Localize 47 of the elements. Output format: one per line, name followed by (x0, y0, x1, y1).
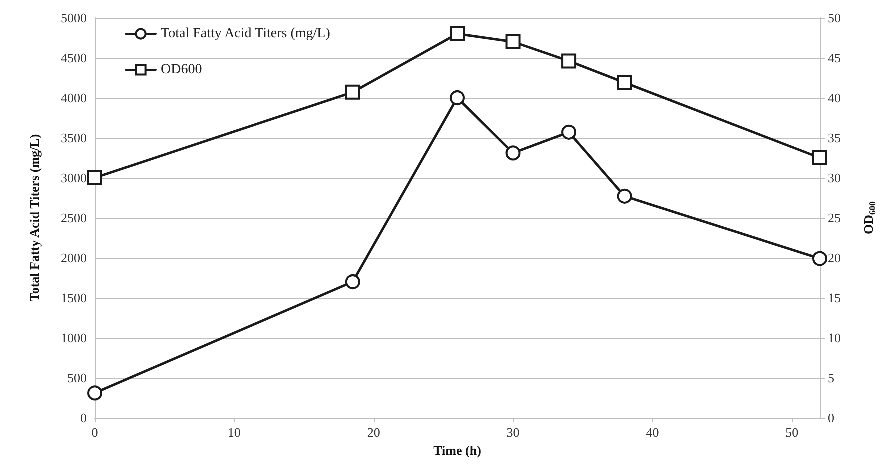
point (617, 75, 632, 90)
point (450, 26, 465, 42)
point (812, 251, 828, 266)
x-tick-label: 10 (228, 425, 241, 440)
y-tick-label: 0 (80, 410, 87, 426)
y2-tick-label: 20 (828, 250, 841, 266)
point (506, 34, 521, 50)
y2-tick-label: 35 (828, 130, 841, 146)
x-tick-label: 30 (506, 425, 520, 440)
y-axis-title: Total Fatty Acid Titers (mg/L) (27, 134, 42, 302)
y2-tick-label: 15 (828, 290, 841, 306)
y-tick-label: 5000 (61, 10, 87, 26)
point (88, 386, 102, 401)
point (562, 54, 577, 69)
x-axis-title: Time (h) (434, 443, 482, 458)
x-tick-label: 40 (646, 425, 660, 440)
y2-tick-label: 0 (828, 410, 834, 426)
x-tick-label: 0 (92, 425, 98, 440)
point (812, 150, 828, 166)
point (345, 274, 360, 290)
x-tick-label: 20 (367, 425, 380, 440)
x-tick-label: 50 (786, 425, 799, 440)
y2-axis-title: OD600 (861, 201, 878, 234)
y-tick-label: 4000 (61, 90, 87, 106)
y-tick-label: 1000 (61, 330, 87, 346)
legend-label: Total Fatty Acid Titers (mg/L) (161, 26, 331, 42)
legend-label: OD600 (161, 62, 202, 78)
point (506, 146, 521, 161)
point (562, 124, 577, 140)
point (450, 90, 465, 106)
point (345, 84, 360, 100)
y-tick-label: 2500 (61, 210, 87, 226)
y2-tick-label: 30 (828, 170, 841, 186)
y-tick-label: 1500 (61, 290, 87, 306)
y2-tick-label: 25 (828, 210, 841, 226)
y-tick-label: 500 (68, 370, 87, 386)
point (617, 188, 632, 204)
y2-tick-label: 50 (828, 10, 841, 26)
y2-tick-label: 45 (828, 50, 841, 66)
y-tick-label: 2000 (61, 250, 87, 266)
y-tick-label: 3500 (61, 130, 87, 146)
y2-tick-label: 40 (828, 90, 841, 106)
y2-tick-label: 10 (828, 330, 841, 346)
y2-tick-label: 5 (828, 370, 834, 386)
y-tick-label: 3000 (61, 170, 87, 186)
y-tick-label: 4500 (61, 50, 87, 66)
point (88, 170, 102, 186)
